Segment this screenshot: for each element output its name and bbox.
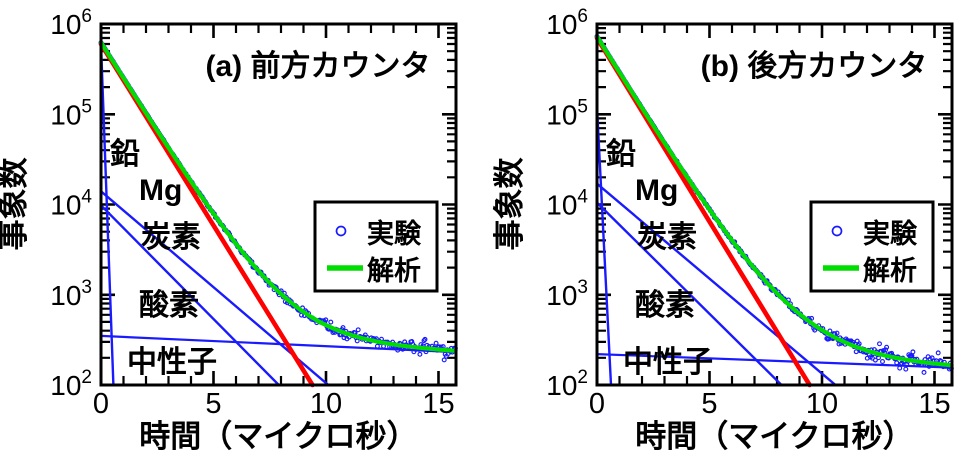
x-tick-label: 10 (310, 388, 342, 420)
series-line-neutron (100, 334, 457, 354)
y-tick-label: 105 (546, 96, 588, 130)
x-tick-label: 0 (93, 388, 109, 420)
y-tick-label: 104 (546, 187, 588, 221)
series-line-oxygen (99, 204, 280, 387)
series-label-carbon: 炭素 (141, 221, 201, 254)
x-axis-title: 時間（マイクロ秒） (635, 419, 913, 454)
legend-label-experiment: 実験 (367, 218, 422, 249)
legend-box (809, 200, 935, 293)
series-label-mg: Mg (139, 174, 182, 207)
y-tick-base: 10 (50, 99, 81, 130)
legend-box (313, 200, 439, 293)
y-axis-title: 事象数 (492, 158, 527, 251)
y-tick-base: 10 (50, 9, 81, 40)
y-tick-label: 103 (50, 277, 92, 311)
series-label-lead: 鉛 (110, 137, 140, 171)
y-tick-exponent: 2 (577, 367, 588, 388)
y-tick-base: 10 (546, 280, 577, 311)
y-tick-label: 105 (50, 96, 92, 130)
y-tick-exponent: 2 (81, 367, 92, 388)
x-tick-label: 10 (806, 388, 838, 420)
plot-frame (99, 22, 458, 387)
series-line-neutron (596, 353, 953, 369)
series-line-fit (98, 40, 458, 353)
series-label-mg: Mg (635, 174, 678, 207)
x-tick-label: 15 (422, 388, 454, 420)
series-label-oxygen: 酸素 (635, 289, 695, 322)
series-label-neutron: 中性子 (623, 346, 713, 379)
legend-open-circle-marker-icon (335, 225, 347, 237)
y-tick-base: 10 (546, 370, 577, 401)
y-axis-title: 事象数 (0, 158, 31, 251)
panel-title: (b) 後方カウンタ (701, 49, 928, 83)
y-tick-label: 103 (546, 277, 588, 311)
y-tick-label: 104 (50, 187, 92, 221)
y-tick-exponent: 6 (577, 6, 588, 27)
legend-label-fit: 解析 (367, 256, 421, 286)
y-tick-base: 10 (50, 190, 81, 221)
legend-open-circle-marker-icon (831, 225, 843, 237)
x-axis-title: 時間（マイクロ秒） (139, 419, 417, 454)
x-tick-label: 0 (589, 388, 605, 420)
y-tick-base: 10 (50, 280, 81, 311)
x-tick-label: 5 (701, 388, 717, 420)
series-label-lead: 鉛 (606, 137, 636, 171)
x-tick-label: 15 (918, 388, 950, 420)
series-label-carbon: 炭素 (637, 221, 697, 254)
y-tick-base: 10 (50, 370, 81, 401)
series-line-carbon (595, 182, 837, 387)
legend-label-experiment: 実験 (863, 218, 918, 249)
plot-frame (595, 22, 954, 387)
series-label-oxygen: 酸素 (139, 289, 199, 322)
y-tick-base: 10 (546, 9, 577, 40)
y-tick-exponent: 3 (81, 277, 92, 298)
y-tick-exponent: 5 (81, 96, 92, 117)
y-tick-label: 106 (50, 6, 92, 40)
y-tick-exponent: 4 (81, 187, 92, 208)
series-line-fit (594, 34, 954, 368)
y-tick-exponent: 3 (577, 277, 588, 298)
y-tick-base: 10 (546, 99, 577, 130)
series-line-lead (595, 105, 613, 387)
y-tick-label: 102 (546, 367, 588, 401)
x-tick-label: 5 (205, 388, 221, 420)
y-tick-exponent: 6 (81, 6, 92, 27)
legend-label-fit: 解析 (863, 256, 917, 286)
y-tick-base: 10 (546, 190, 577, 221)
series-line-lead (99, 42, 115, 387)
y-tick-label: 106 (546, 6, 588, 40)
y-tick-label: 102 (50, 367, 92, 401)
y-tick-exponent: 4 (577, 187, 588, 208)
panel-title: (a) 前方カウンタ (206, 49, 431, 83)
series-line-oxygen (595, 201, 783, 387)
y-tick-exponent: 5 (577, 96, 588, 117)
series-label-neutron: 中性子 (127, 346, 217, 379)
